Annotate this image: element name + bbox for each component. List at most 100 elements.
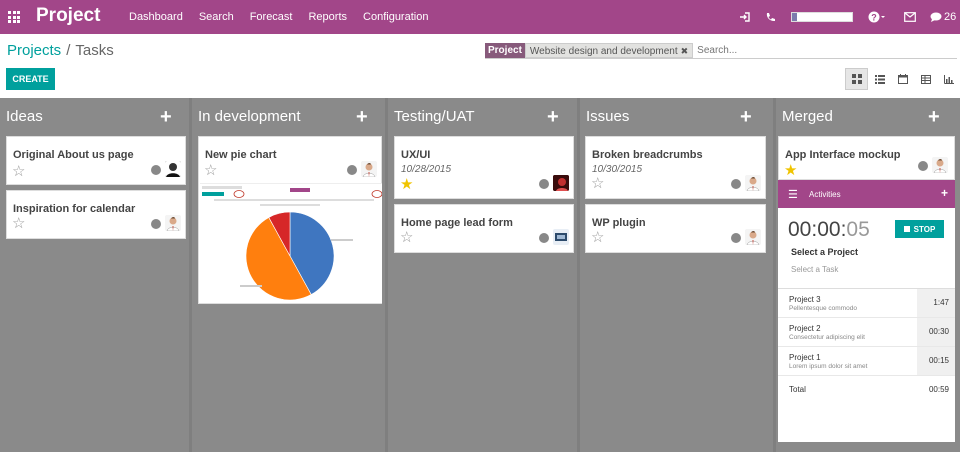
add-card-icon[interactable]: + <box>356 106 368 128</box>
messages-count: 26 <box>944 11 957 23</box>
apps-grid-icon[interactable] <box>8 11 20 23</box>
avatar <box>361 161 377 177</box>
activity-name: Project 1 <box>789 353 821 362</box>
status-dot[interactable] <box>731 233 741 243</box>
card-title: UX/UI <box>401 149 431 161</box>
activity-timer: 00:00:05 <box>788 218 870 241</box>
kanban-column-testing-uat: Testing/UAT + UX/UI 10/28/2015 ★ Home pa… <box>388 98 577 452</box>
status-dot[interactable] <box>731 179 741 189</box>
timer-progress-fill <box>792 13 797 21</box>
facet-value-text: Website design and development <box>529 45 678 57</box>
menu-forecast[interactable]: Forecast <box>249 11 293 23</box>
search-input[interactable] <box>697 44 898 56</box>
chat-icon <box>930 12 942 22</box>
menu-search[interactable]: Search <box>198 11 234 23</box>
kanban-card[interactable]: New pie chart ☆ <box>198 136 383 304</box>
kanban-card[interactable]: WP plugin ☆ <box>585 204 766 253</box>
star-icon[interactable]: ☆ <box>400 229 414 246</box>
pie-slice <box>245 217 312 301</box>
menu-dashboard[interactable]: Dashboard <box>129 11 183 23</box>
activity-desc: Consectetur adipiscing elit <box>789 334 865 341</box>
help-icon[interactable]: ? <box>868 9 886 25</box>
add-activity-icon[interactable]: + <box>941 186 949 200</box>
kanban-card[interactable]: Original About us page ☆ <box>6 136 186 185</box>
mail-icon[interactable] <box>904 9 916 25</box>
breadcrumb: Projects / Tasks <box>7 42 114 59</box>
activity-list: Project 3 Pellentesque commodo 1:47 Proj… <box>778 288 955 376</box>
avatar <box>745 175 761 191</box>
add-card-icon[interactable]: + <box>928 106 940 128</box>
phone-icon[interactable] <box>765 9 776 25</box>
svg-text:?: ? <box>871 13 877 23</box>
activity-time: 00:15 <box>917 347 955 375</box>
star-icon[interactable]: ★ <box>400 176 414 193</box>
search-facet-value: Website design and development ✖ <box>524 42 694 58</box>
kanban-board: Ideas + Original About us page ☆ Inspira… <box>0 98 960 452</box>
main-menu: Dashboard Search Forecast Reports Config… <box>129 11 428 23</box>
timer-seconds: 05 <box>846 218 870 241</box>
list-icon[interactable] <box>868 68 891 90</box>
kanban-card[interactable]: Inspiration for calendar ☆ <box>6 190 186 239</box>
star-icon[interactable]: ☆ <box>12 163 26 180</box>
column-title: Ideas <box>6 108 43 125</box>
card-deadline: 10/30/2015 <box>592 164 643 175</box>
kanban-column-issues: Issues + Broken breadcrumbs 10/30/2015 ☆… <box>580 98 773 452</box>
activities-title: Activities <box>809 190 841 199</box>
star-icon[interactable]: ★ <box>784 162 798 179</box>
menu-reports[interactable]: Reports <box>308 11 348 23</box>
breadcrumb-projects[interactable]: Projects <box>7 42 62 59</box>
star-icon[interactable]: ☆ <box>12 215 26 232</box>
activity-row[interactable]: Project 1 Lorem ipsum dolor sit amet 00:… <box>778 347 955 376</box>
status-dot[interactable] <box>347 165 357 175</box>
top-navbar: Project Dashboard Search Forecast Report… <box>0 0 960 34</box>
avatar <box>553 229 569 245</box>
card-title: WP plugin <box>592 217 646 229</box>
avatar <box>932 157 948 173</box>
stop-button[interactable]: STOP <box>895 220 944 238</box>
calendar-icon[interactable] <box>891 68 914 90</box>
avatar <box>165 215 181 231</box>
activity-row[interactable]: Project 2 Consectetur adipiscing elit 00… <box>778 318 955 347</box>
status-dot[interactable] <box>539 179 549 189</box>
column-title: Issues <box>586 108 630 125</box>
timer-progress-bar[interactable] <box>791 12 853 22</box>
card-title: Original About us page <box>13 149 134 161</box>
column-title: Merged <box>782 108 833 125</box>
activity-name: Project 2 <box>789 324 821 333</box>
kanban-icon[interactable] <box>845 68 868 90</box>
avatar <box>165 161 181 177</box>
status-dot[interactable] <box>151 165 161 175</box>
pivot-icon[interactable] <box>914 68 937 90</box>
select-project[interactable]: Select a Project <box>791 247 859 257</box>
activity-row[interactable]: Project 3 Pellentesque commodo 1:47 <box>778 289 955 318</box>
star-icon[interactable]: ☆ <box>591 229 605 246</box>
kanban-card[interactable]: Home page lead form ☆ <box>394 204 574 253</box>
graph-icon[interactable] <box>937 68 960 90</box>
kanban-card[interactable]: Broken breadcrumbs 10/30/2015 ☆ <box>585 136 766 199</box>
menu-icon[interactable]: ☰ <box>788 189 798 201</box>
star-icon[interactable]: ☆ <box>204 162 218 179</box>
card-title: Home page lead form <box>401 217 513 229</box>
total-label: Total <box>789 385 806 394</box>
kanban-card[interactable]: App Interface mockup ★ <box>778 136 955 180</box>
status-dot[interactable] <box>918 161 928 171</box>
create-button[interactable]: CREATE <box>6 68 55 90</box>
timer-minutes: 00 <box>817 218 841 241</box>
avatar <box>553 175 569 191</box>
status-dot[interactable] <box>539 233 549 243</box>
pie-chart-thumbnail <box>202 186 383 301</box>
add-card-icon[interactable]: + <box>160 106 172 128</box>
star-icon[interactable]: ☆ <box>591 175 605 192</box>
status-dot[interactable] <box>151 219 161 229</box>
select-task[interactable]: Select a Task <box>791 265 839 274</box>
add-card-icon[interactable]: + <box>547 106 559 128</box>
attachment-preview-image <box>200 183 383 303</box>
activity-desc: Lorem ipsum dolor sit amet <box>789 363 868 370</box>
add-card-icon[interactable]: + <box>740 106 752 128</box>
activity-time: 00:30 <box>917 318 955 346</box>
remove-facet-icon[interactable]: ✖ <box>680 45 689 56</box>
menu-configuration[interactable]: Configuration <box>363 11 429 23</box>
messages-indicator[interactable]: 26 <box>930 9 956 25</box>
sign-in-icon[interactable] <box>739 9 751 25</box>
kanban-card[interactable]: UX/UI 10/28/2015 ★ <box>394 136 574 199</box>
